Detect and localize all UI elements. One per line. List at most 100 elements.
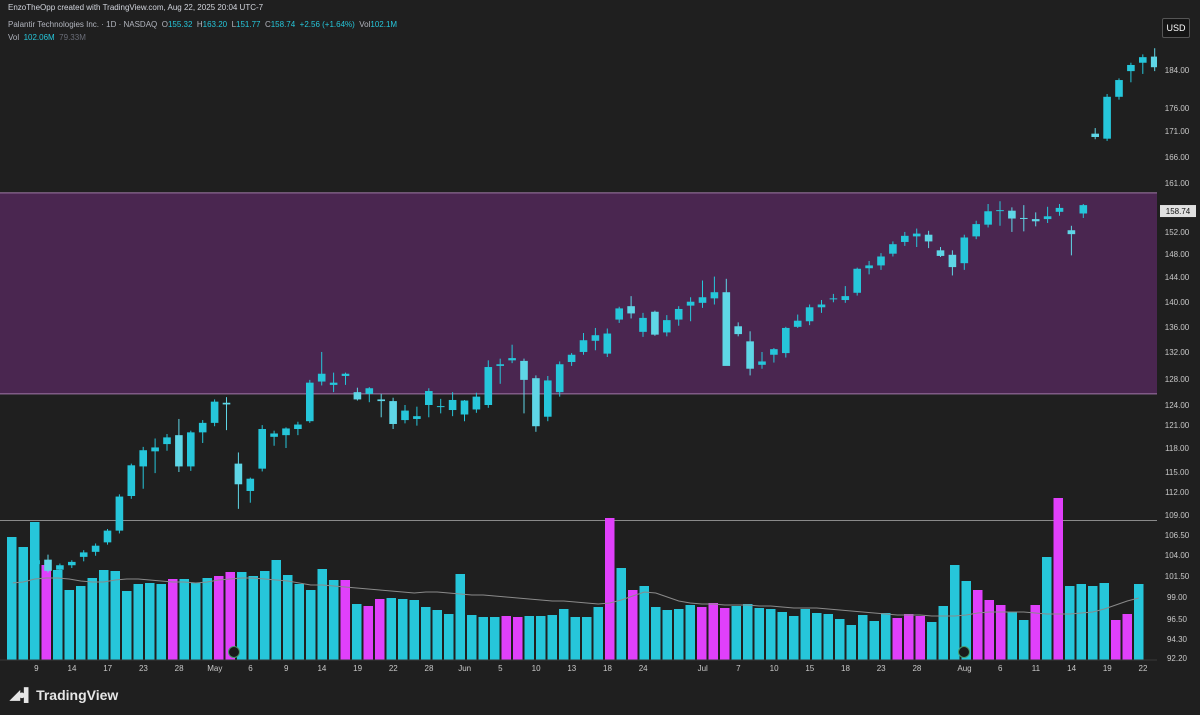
volume-bar[interactable] <box>777 612 788 660</box>
volume-bar[interactable] <box>973 590 983 660</box>
candle[interactable] <box>8 569 17 585</box>
volume-bar[interactable] <box>467 615 477 660</box>
volume-bar[interactable] <box>248 576 259 660</box>
volume-bar[interactable] <box>363 606 374 660</box>
candle[interactable] <box>306 379 314 423</box>
candle[interactable] <box>353 387 362 401</box>
candle[interactable] <box>44 554 52 573</box>
interval-label[interactable]: 1D <box>106 20 117 29</box>
volume-bar[interactable] <box>294 584 305 660</box>
candle[interactable] <box>710 276 719 305</box>
candle[interactable] <box>853 267 861 296</box>
candle[interactable] <box>948 250 957 276</box>
candle[interactable] <box>532 375 540 432</box>
volume-ma-line[interactable] <box>11 577 1139 617</box>
candle[interactable] <box>698 280 707 308</box>
candle[interactable] <box>246 477 255 503</box>
volume-bar[interactable] <box>559 609 569 660</box>
volume-bar[interactable] <box>892 618 903 660</box>
volume-bar[interactable] <box>639 586 650 660</box>
candle[interactable] <box>1139 54 1147 74</box>
candle[interactable] <box>1055 204 1064 216</box>
volume-bar[interactable] <box>1111 620 1121 660</box>
volume-bar[interactable] <box>616 568 627 660</box>
candle[interactable] <box>1031 212 1040 227</box>
candle[interactable] <box>163 434 171 451</box>
volume-bar[interactable] <box>99 570 109 660</box>
candle[interactable] <box>484 360 493 408</box>
volume-bar[interactable] <box>317 569 328 660</box>
volume-bar[interactable] <box>915 616 926 660</box>
candle[interactable] <box>996 201 1004 226</box>
candle[interactable] <box>829 293 838 303</box>
candle[interactable] <box>127 463 136 499</box>
volume-bar[interactable] <box>524 616 535 660</box>
volume-bar[interactable] <box>76 586 86 660</box>
volume-bar[interactable] <box>64 590 75 660</box>
volume-bar[interactable] <box>628 590 638 660</box>
volume-bar[interactable] <box>133 584 144 660</box>
candle[interactable] <box>56 563 64 576</box>
candle[interactable] <box>282 427 290 448</box>
candle[interactable] <box>805 304 814 326</box>
candle[interactable] <box>329 372 338 393</box>
candle[interactable] <box>555 361 564 397</box>
volume-bar[interactable] <box>375 599 385 660</box>
candle[interactable] <box>1067 225 1076 256</box>
volume-bar[interactable] <box>582 617 592 660</box>
volume-bar[interactable] <box>1007 612 1018 660</box>
candle[interactable] <box>686 297 695 322</box>
price-axis-bg[interactable] <box>1157 0 1200 665</box>
candle[interactable] <box>79 550 88 562</box>
volume-bar[interactable] <box>1076 584 1087 660</box>
candle[interactable] <box>32 559 40 569</box>
candle[interactable] <box>782 326 790 358</box>
candle[interactable] <box>270 430 278 446</box>
volume-bar[interactable] <box>7 537 17 660</box>
candle[interactable] <box>365 387 374 403</box>
volume-bar[interactable] <box>179 579 190 660</box>
volume-bar[interactable] <box>812 613 822 660</box>
candle[interactable] <box>865 260 873 275</box>
candle[interactable] <box>234 452 243 509</box>
symbol-name[interactable]: Palantir Technologies Inc. <box>8 20 100 29</box>
volume-bar[interactable] <box>754 608 765 660</box>
candle[interactable] <box>889 241 897 257</box>
volume-bar[interactable] <box>1099 583 1110 660</box>
volume-bar[interactable] <box>122 591 132 660</box>
candle[interactable] <box>1150 48 1159 72</box>
volume-bar[interactable] <box>823 614 834 660</box>
volume-bar[interactable] <box>789 616 799 660</box>
candle[interactable] <box>1020 205 1028 232</box>
volume-bar[interactable] <box>1088 586 1098 660</box>
volume-bar[interactable] <box>674 609 684 660</box>
candle[interactable] <box>960 234 969 270</box>
candle[interactable] <box>972 220 980 240</box>
volume-bar[interactable] <box>1065 586 1075 660</box>
earnings-marker-may[interactable] <box>228 646 240 658</box>
candle[interactable] <box>222 397 231 431</box>
volume-bar[interactable] <box>593 607 604 660</box>
volume-bar[interactable] <box>30 522 40 660</box>
time-axis-bg[interactable] <box>0 660 1157 675</box>
candle[interactable] <box>460 399 469 422</box>
volume-bar[interactable] <box>766 609 776 660</box>
volume-bar[interactable] <box>260 571 270 660</box>
candle[interactable] <box>663 315 671 337</box>
volume-bar[interactable] <box>271 560 282 660</box>
volume-bar[interactable] <box>283 575 293 660</box>
volume-bar[interactable] <box>869 621 880 660</box>
volume-bar[interactable] <box>800 609 811 660</box>
volume-bar[interactable] <box>191 583 201 660</box>
candle[interactable] <box>722 278 731 366</box>
volume-bar[interactable] <box>1122 614 1133 660</box>
volume-bar[interactable] <box>214 576 224 660</box>
candle[interactable] <box>1115 78 1123 100</box>
candle[interactable] <box>1008 207 1016 232</box>
volume-bar[interactable] <box>409 600 420 660</box>
volume-bar[interactable] <box>731 606 742 660</box>
candle[interactable] <box>924 230 933 249</box>
volume-bar[interactable] <box>340 580 351 660</box>
currency-button[interactable]: USD <box>1162 18 1190 38</box>
volume-bar[interactable] <box>513 617 523 660</box>
